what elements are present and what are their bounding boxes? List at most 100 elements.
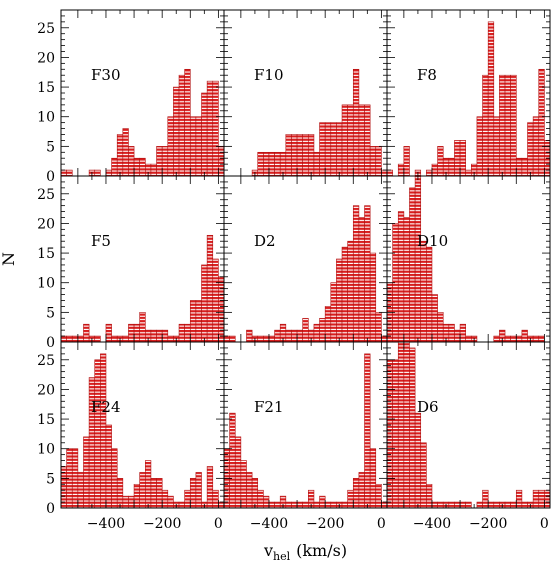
histogram-bar [527, 122, 534, 176]
histogram-bar [313, 501, 320, 508]
histogram-bar [184, 489, 191, 508]
histogram-bar [229, 412, 236, 508]
panel-d6: D6 [387, 342, 550, 508]
histogram-bar [319, 122, 326, 176]
histogram-bar [437, 312, 444, 342]
histogram-bar [347, 489, 354, 508]
histogram-bar [364, 104, 371, 176]
ticks-d2 [224, 176, 387, 342]
histogram-bar [94, 169, 101, 176]
y-tick-label: 20 [37, 382, 55, 398]
ticks-f21 [224, 342, 387, 508]
histogram-bar [375, 483, 382, 508]
histogram-bar [133, 483, 140, 508]
histogram-bar [189, 478, 197, 508]
histogram-bar [189, 116, 197, 176]
histogram-bar [549, 501, 550, 508]
histogram-bar [493, 501, 500, 508]
histogram-bar [206, 234, 214, 342]
histogram-bar [274, 329, 281, 342]
histogram-bar [369, 252, 377, 342]
histogram-bar [358, 217, 365, 342]
histogram-bar [224, 335, 230, 342]
ticks-f5 [61, 176, 224, 342]
histogram-bar [246, 472, 253, 508]
histogram-bar [61, 169, 67, 176]
panel-label: F10 [254, 66, 284, 84]
histogram-bar [431, 294, 438, 342]
histogram-bar [100, 353, 107, 508]
histogram-bar [195, 300, 202, 342]
histogram-bar [184, 323, 191, 342]
histogram-bar [549, 140, 550, 176]
histogram-bar [324, 501, 332, 508]
histogram-bar [431, 501, 438, 508]
panel-f8: F8 [387, 10, 550, 176]
histogram-bar [61, 335, 67, 342]
histogram-bar [397, 163, 405, 176]
x-tick-label: −200 [143, 516, 181, 532]
histogram-bar [229, 335, 236, 342]
x-tick-label: 0 [214, 516, 223, 532]
histogram-bar [403, 217, 410, 342]
histogram-bar [156, 478, 163, 508]
histogram-bar [437, 501, 444, 508]
histogram-bar [268, 151, 275, 176]
panel-label: F21 [254, 398, 284, 416]
histogram-bar [83, 323, 90, 342]
panel-label: D6 [417, 398, 439, 416]
histogram-bar [111, 157, 118, 176]
histogram-bar [414, 176, 422, 342]
bars-d6 [387, 342, 550, 508]
histogram-bar [167, 116, 174, 176]
histogram-bar [426, 246, 433, 342]
histogram-bar [504, 74, 511, 176]
histogram-bar [302, 317, 309, 342]
frame-layer [60, 9, 551, 509]
histogram-bar [515, 157, 523, 176]
histogram-bar [77, 472, 84, 508]
histogram-bar [308, 489, 315, 508]
y-tick-label: 5 [46, 471, 55, 487]
ticks-d6 [387, 342, 550, 508]
histogram-bar [504, 501, 511, 508]
y-tick-label: 10 [37, 442, 55, 458]
histogram-bar [510, 335, 517, 342]
panels-layer: F30 F10 F8 F5 D2 D10 F24 F21 D6 [61, 10, 550, 508]
histogram-bar [493, 335, 500, 342]
histogram-bar [521, 157, 528, 176]
histogram-bar [341, 501, 348, 508]
histogram-bar [285, 134, 292, 176]
histogram-bar [66, 335, 73, 342]
histogram-bar [105, 323, 112, 342]
histogram-bar [308, 134, 315, 176]
panel-label: F5 [91, 232, 111, 250]
histogram-bar [521, 501, 528, 508]
histogram-bar [116, 478, 124, 508]
histogram-bar [122, 128, 129, 176]
histogram-bar [459, 140, 466, 176]
histogram-bar [313, 151, 320, 176]
panel-frame [386, 9, 551, 177]
panel-frame [386, 341, 551, 509]
x-tick-label: −400 [413, 516, 451, 532]
histogram-bar [212, 489, 219, 508]
histogram-bar [122, 495, 129, 508]
histogram-bar [218, 501, 224, 508]
y-tick-label: 15 [37, 246, 55, 262]
histogram-bar [240, 460, 247, 508]
x-tick-label: 0 [540, 516, 549, 532]
histogram-bar [285, 501, 292, 508]
histogram-bar [77, 335, 84, 342]
histogram-bar [431, 163, 438, 176]
ticks-d10 [387, 176, 550, 342]
histogram-bar [324, 306, 332, 342]
histogram-bar [83, 436, 90, 508]
histogram-bar [347, 104, 354, 176]
histogram-bar [195, 116, 202, 176]
histogram-bar [454, 140, 461, 176]
histogram-bar [532, 489, 540, 508]
bars-d2 [224, 205, 387, 342]
histogram-bar [381, 335, 387, 342]
histogram-bar [319, 495, 326, 508]
